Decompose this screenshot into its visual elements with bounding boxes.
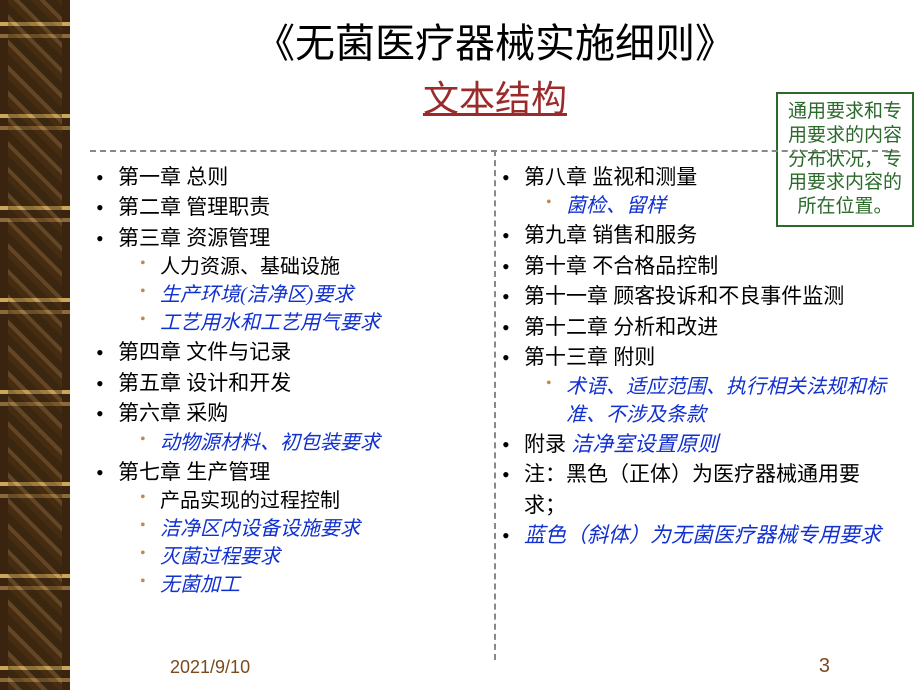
sub-list-text: 生产环境(洁净区)要求 bbox=[160, 284, 353, 306]
sub-list-item: 菌检、留样 bbox=[566, 192, 892, 220]
list-text: 第四章 文件与记录 bbox=[118, 340, 291, 364]
sub-list-text: 工艺用水和工艺用气要求 bbox=[160, 312, 380, 334]
sub-list-item: 生产环境(洁净区)要求 bbox=[160, 281, 486, 309]
sub-list-text: 无菌加工 bbox=[160, 574, 240, 596]
list-item: 第十三章 附则 bbox=[524, 342, 892, 372]
list-item: 第十章 不合格品控制 bbox=[524, 251, 892, 281]
dashed-divider bbox=[90, 150, 898, 152]
footer-date: 2021/9/10 bbox=[170, 657, 250, 678]
list-text: 第六章 采购 bbox=[118, 401, 228, 425]
list-item: 注：黑色（正体）为医疗器械通用要求； bbox=[524, 459, 892, 520]
list-item: 第四章 文件与记录 bbox=[118, 337, 486, 367]
sub-list-item: 术语、适应范围、执行相关法规和标准、不涉及条款 bbox=[566, 373, 892, 429]
list-item: 第十二章 分析和改进 bbox=[524, 312, 892, 342]
list-text: 第一章 总则 bbox=[118, 165, 228, 189]
page-number: 3 bbox=[819, 655, 830, 678]
list-item: 第九章 销售和服务 bbox=[524, 220, 892, 250]
list-text: 第十一章 顾客投诉和不良事件监测 bbox=[524, 284, 844, 308]
sub-list-item: 动物源材料、初包装要求 bbox=[160, 429, 486, 457]
list-item: 第十一章 顾客投诉和不良事件监测 bbox=[524, 281, 892, 311]
list-item: 第一章 总则 bbox=[118, 162, 486, 192]
list-text: 第三章 资源管理 bbox=[118, 226, 270, 250]
sub-list-item: 无菌加工 bbox=[160, 571, 486, 599]
list-item: 第八章 监视和测量 bbox=[524, 162, 892, 192]
list-text: 附录 bbox=[524, 432, 571, 456]
list-text: 第十三章 附则 bbox=[524, 345, 655, 369]
list-item: 第六章 采购 bbox=[118, 398, 486, 428]
sub-list-text: 术语、适应范围、执行相关法规和标准、不涉及条款 bbox=[566, 376, 886, 426]
list-text: 第十二章 分析和改进 bbox=[524, 315, 718, 339]
list-text: 蓝色（斜体）为无菌医疗器械专用要求 bbox=[524, 523, 881, 547]
sub-list-text: 产品实现的过程控制 bbox=[160, 490, 340, 512]
decorative-left-strip bbox=[0, 0, 70, 690]
list-item: 第五章 设计和开发 bbox=[118, 368, 486, 398]
list-text: 第五章 设计和开发 bbox=[118, 371, 291, 395]
right-column: 第八章 监视和测量菌检、留样第九章 销售和服务第十章 不合格品控制第十一章 顾客… bbox=[496, 162, 900, 599]
list-item: 蓝色（斜体）为无菌医疗器械专用要求 bbox=[524, 520, 892, 550]
list-item: 第七章 生产管理 bbox=[118, 457, 486, 487]
title-main: 《无菌医疗器械实施细则》 bbox=[90, 20, 900, 68]
sub-list-item: 灭菌过程要求 bbox=[160, 543, 486, 571]
list-item: 附录 洁净室设置原则 bbox=[524, 429, 892, 459]
slide-area: 《无菌医疗器械实施细则》 文本结构 通用要求和专用要求的内容分布状况，专用要求内… bbox=[70, 0, 920, 690]
list-text: 第八章 监视和测量 bbox=[524, 165, 697, 189]
sub-list-text: 洁净区内设备设施要求 bbox=[160, 518, 360, 540]
left-column: 第一章 总则第二章 管理职责第三章 资源管理人力资源、基础设施生产环境(洁净区)… bbox=[90, 162, 486, 599]
list-text: 第九章 销售和服务 bbox=[524, 223, 697, 247]
list-item: 第二章 管理职责 bbox=[118, 192, 486, 222]
list-text: 注：黑色（正体）为医疗器械通用要求； bbox=[524, 462, 860, 516]
sub-list-text: 菌检、留样 bbox=[566, 195, 666, 217]
list-text: 第二章 管理职责 bbox=[118, 195, 270, 219]
title-sub: 文本结构 bbox=[423, 70, 567, 122]
list-text-blue: 洁净室设置原则 bbox=[571, 432, 718, 456]
sub-list-item: 人力资源、基础设施 bbox=[160, 253, 486, 281]
sub-list-text: 动物源材料、初包装要求 bbox=[160, 432, 380, 454]
sub-list-item: 洁净区内设备设施要求 bbox=[160, 515, 486, 543]
list-text: 第十章 不合格品控制 bbox=[524, 254, 718, 278]
list-item: 第三章 资源管理 bbox=[118, 223, 486, 253]
sub-list-text: 人力资源、基础设施 bbox=[160, 256, 340, 278]
sub-list-item: 产品实现的过程控制 bbox=[160, 487, 486, 515]
sub-list-text: 灭菌过程要求 bbox=[160, 546, 280, 568]
sub-list-item: 工艺用水和工艺用气要求 bbox=[160, 309, 486, 337]
list-text: 第七章 生产管理 bbox=[118, 460, 270, 484]
